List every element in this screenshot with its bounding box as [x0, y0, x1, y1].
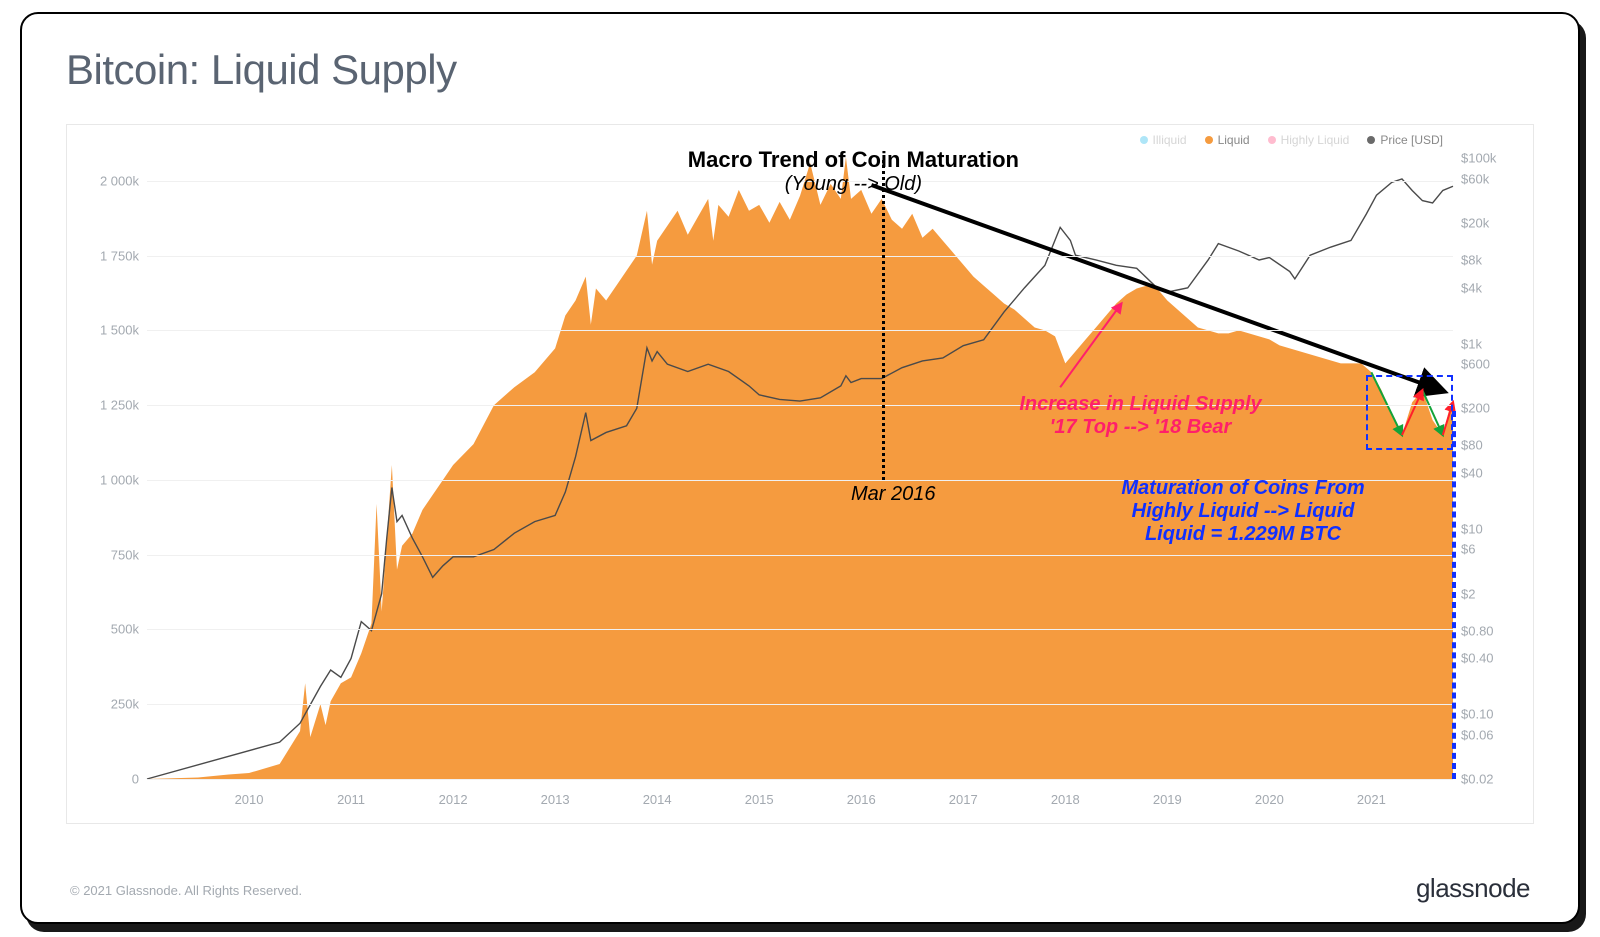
annotation-maturation-blue: Maturation of Coins From Highly Liquid -…: [1121, 477, 1364, 546]
legend-item[interactable]: Liquid: [1205, 133, 1250, 147]
plot-area: glassnode: [147, 151, 1453, 779]
legend-label: Illiquid: [1153, 133, 1187, 147]
legend-dot-icon: [1367, 136, 1375, 144]
dashed-box-right: [1452, 411, 1456, 779]
annotation-mar-2016: Mar 2016: [851, 483, 936, 506]
annotation-layer: [147, 151, 1453, 779]
annotation-macro-title: Macro Trend of Coin Maturation: [688, 147, 1019, 172]
annotation-macro-sub: (Young --> Old): [688, 173, 1019, 196]
footer-copyright: © 2021 Glassnode. All Rights Reserved.: [70, 883, 302, 898]
legend-label: Highly Liquid: [1281, 133, 1350, 147]
legend-item[interactable]: Highly Liquid: [1268, 133, 1350, 147]
legend-label: Liquid: [1218, 133, 1250, 147]
legend-item[interactable]: Price [USD]: [1367, 133, 1443, 147]
legend-dot-icon: [1140, 136, 1148, 144]
legend-dot-icon: [1205, 136, 1213, 144]
chart-container: Illiquid Liquid Highly Liquid Price [USD] g…: [66, 124, 1534, 824]
mar-2016-vline: [882, 160, 885, 480]
annotation-macro-trend: Macro Trend of Coin Maturation (Young --…: [688, 147, 1019, 196]
legend: Illiquid Liquid Highly Liquid Price [USD]: [1140, 133, 1443, 147]
legend-dot-icon: [1268, 136, 1276, 144]
footer-brand: glassnode: [1416, 873, 1530, 904]
chart-card: Bitcoin: Liquid Supply Illiquid Liquid Hig…: [20, 12, 1580, 924]
dashed-box-top: [1366, 375, 1453, 450]
legend-item[interactable]: Illiquid: [1140, 133, 1187, 147]
annotation-increase-liquid: Increase in Liquid Supply '17 Top --> '1…: [1019, 393, 1261, 439]
legend-label: Price [USD]: [1380, 133, 1443, 147]
chart-title: Bitcoin: Liquid Supply: [66, 46, 457, 94]
